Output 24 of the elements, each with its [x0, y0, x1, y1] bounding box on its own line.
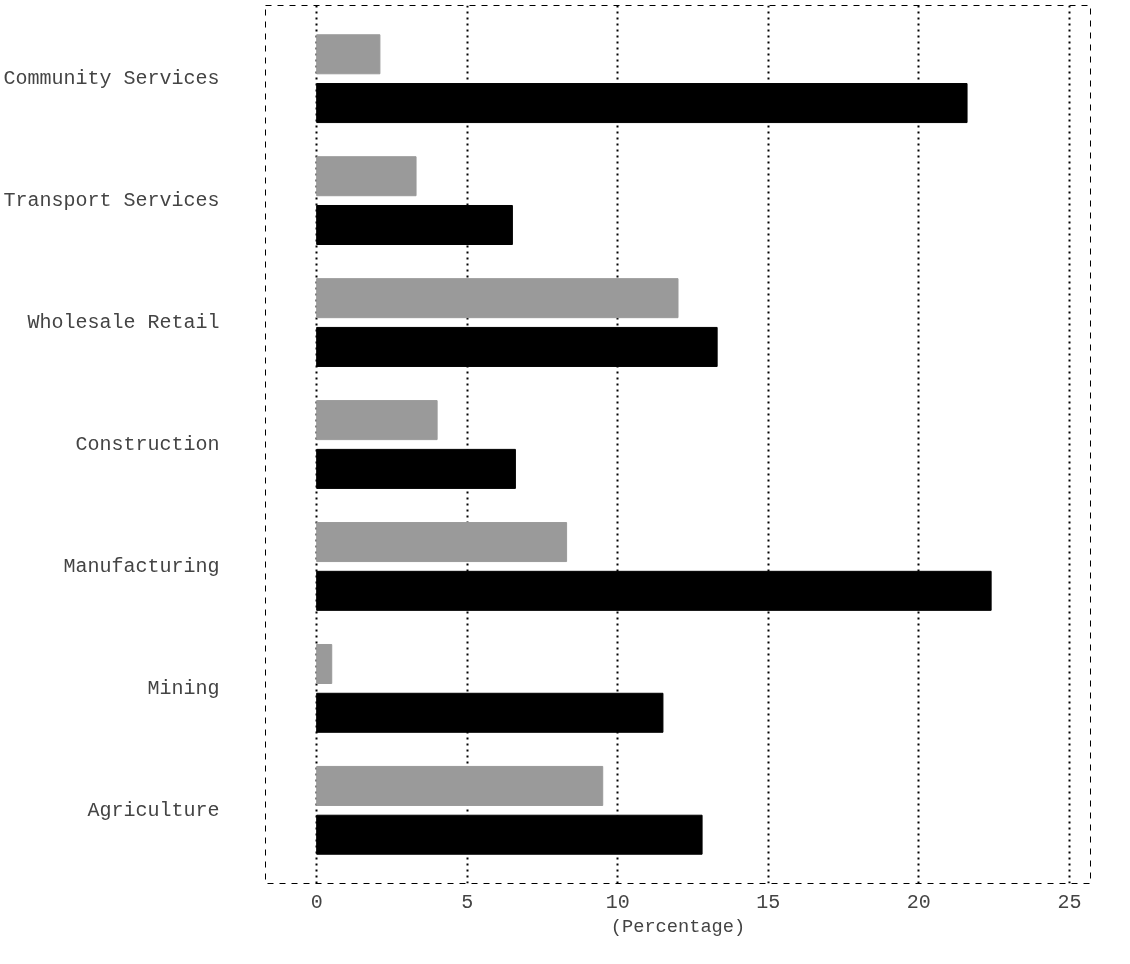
bar	[316, 156, 417, 197]
y-tick-label: Transport Services	[3, 189, 220, 213]
x-tick-label: 5	[461, 890, 474, 914]
x-tick-label: 20	[906, 890, 931, 914]
bar	[316, 278, 679, 319]
x-tick-label: 0	[310, 890, 323, 914]
y-tick-label: Mining	[147, 676, 220, 700]
y-tick-label: Agriculture	[87, 798, 220, 822]
x-tick-label: 25	[1057, 890, 1082, 914]
y-tick-label: Manufacturing	[63, 554, 220, 578]
x-tick-label: 10	[605, 890, 630, 914]
bar	[316, 522, 568, 563]
bar	[316, 814, 703, 855]
bar	[316, 400, 438, 441]
bar	[316, 83, 968, 124]
bar	[316, 765, 604, 806]
y-tick-label: Community Services	[3, 67, 220, 91]
bar	[316, 448, 516, 489]
bar	[316, 34, 381, 75]
bar	[316, 643, 333, 685]
y-tick-label: Wholesale Retail	[27, 311, 220, 335]
x-axis-title: (Percentage)	[610, 915, 746, 938]
y-tick-label: Construction	[75, 433, 220, 456]
x-tick-label: 15	[756, 890, 781, 914]
